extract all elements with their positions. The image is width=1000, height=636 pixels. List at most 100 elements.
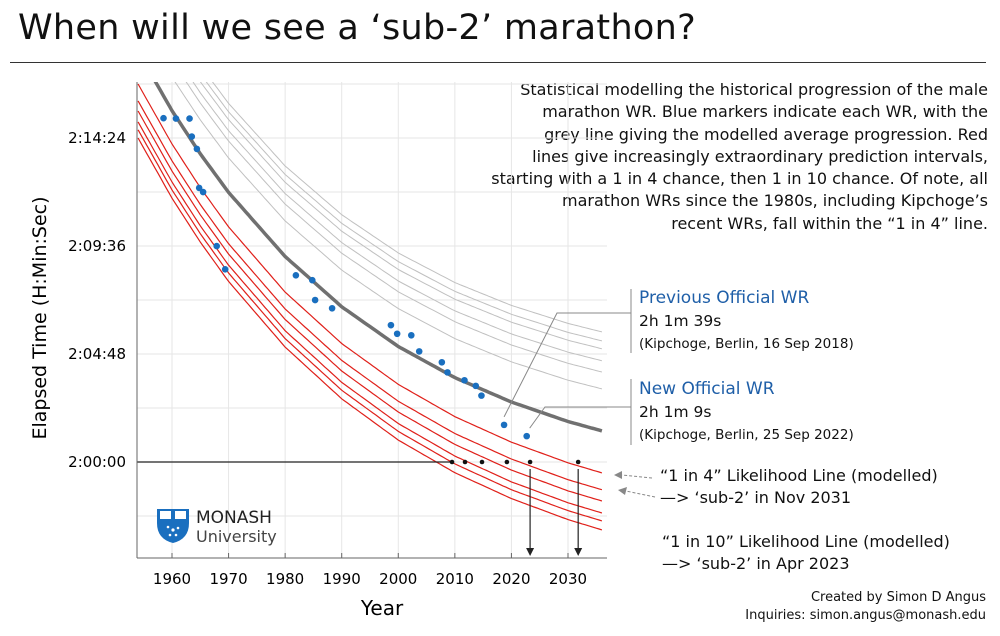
- previous-wr-heading: Previous Official WR: [639, 288, 810, 308]
- wr-marker: [172, 115, 180, 122]
- one-in-ten-line1: “1 in 10” Likelihood Line (modelled): [662, 532, 950, 551]
- curves: [137, 82, 603, 531]
- grid: [137, 82, 607, 558]
- wr-marker: [444, 369, 451, 376]
- one-in-ten-annotation: “1 in 10” Likelihood Line (modelled) —> …: [662, 531, 950, 575]
- x-tick-label: 2010: [436, 570, 474, 588]
- wr-marker: [188, 133, 196, 140]
- sub2-crossing-dot: [462, 459, 468, 465]
- upper-interval-line: [199, 82, 603, 350]
- wr-marker: [292, 271, 300, 279]
- pointer-arrow-icon: [614, 471, 622, 479]
- lower-interval-line: [137, 110, 603, 502]
- previous-wr-leader: [503, 312, 631, 418]
- wr-marker: [438, 358, 446, 366]
- x-tick-label: 1980: [266, 570, 304, 588]
- upper-interval-line: [205, 82, 603, 342]
- description: Statistical modelling the historical pro…: [428, 79, 988, 235]
- lower-interval-line: [137, 100, 603, 491]
- upper-interval-line: [211, 82, 603, 333]
- credit: Created by Simon D Angus Inquiries: simo…: [745, 589, 986, 625]
- arrow-head-icon: [526, 548, 535, 556]
- x-tick-label: 2030: [549, 570, 587, 588]
- axes: 1960 1970 1980 1990 2000 2010 2020 2030 2:00:00 2…: [68, 82, 607, 588]
- new-wr-annotation: New Official WR 2h 1m 9s (Kipchoge, Berl…: [639, 378, 854, 447]
- arrow-head-icon: [574, 548, 583, 556]
- new-wr-time: 2h 1m 9s: [639, 403, 712, 421]
- one-in-four-line1: “1 in 4” Likelihood Line (modelled): [660, 466, 938, 485]
- page-title: When will we see a ‘sub-2’ marathon?: [18, 8, 697, 48]
- wr-marker: [393, 330, 401, 338]
- logo-name: MONASH: [196, 508, 272, 528]
- x-tick-label: 2000: [379, 570, 417, 588]
- description-line: recent WRs, fall within the “1 in 4” lin…: [671, 213, 988, 233]
- y-tick-label: 2:09:36: [68, 237, 126, 255]
- wr-marker: [328, 304, 336, 312]
- wr-marker: [415, 348, 423, 355]
- y-tick-label: 2:00:00: [68, 453, 126, 471]
- wr-marker: [478, 392, 485, 399]
- sub2-crossing-dot: [479, 459, 485, 465]
- lower-interval-line: [137, 83, 603, 474]
- one-in-four-line2: —> ‘sub-2’ in Nov 2031: [660, 488, 852, 507]
- wr-markers: [160, 114, 530, 440]
- previous-wr-time: 2h 1m 39s: [639, 312, 722, 330]
- x-tick-label: 1990: [323, 570, 361, 588]
- credit-contact: Inquiries: simon.angus@monash.edu: [745, 608, 986, 623]
- new-wr-leader: [529, 406, 631, 429]
- lower-interval-line: [137, 137, 603, 531]
- previous-wr-annotation: Previous Official WR 2h 1m 39s (Kipchoge…: [639, 287, 854, 356]
- wr-marker: [160, 114, 167, 122]
- sub2-crossing-dot: [527, 459, 533, 465]
- x-tick-label: 1960: [153, 570, 191, 588]
- one-in-ten-pointer: [625, 490, 656, 498]
- description-line: marathon WR. Blue markers indicate each …: [542, 102, 988, 122]
- credit-author: Created by Simon D Angus: [810, 590, 986, 605]
- one-in-four-pointer: [621, 474, 653, 479]
- wr-marker: [387, 321, 395, 329]
- overlay: [137, 289, 656, 556]
- one-in-four-annotation: “1 in 4” Likelihood Line (modelled) —> ‘…: [660, 465, 938, 509]
- one-in-ten-line2: —> ‘sub-2’ in Apr 2023: [662, 554, 850, 573]
- title-divider: [10, 62, 986, 63]
- logo-sub: University: [196, 527, 277, 546]
- new-wr-heading: New Official WR: [639, 379, 775, 399]
- description-line: marathon WRs since the 1980s, including …: [562, 191, 988, 211]
- mean-progression-line: [153, 82, 603, 433]
- wr-marker: [221, 265, 229, 273]
- wr-marker: [195, 184, 203, 192]
- wr-marker: [213, 242, 220, 250]
- monash-logo: MONASH University: [157, 508, 277, 546]
- wr-marker: [500, 421, 508, 429]
- wr-marker: [461, 376, 468, 384]
- description-line: Statistical modelling the historical pro…: [520, 80, 988, 99]
- wr-marker: [472, 382, 480, 390]
- wr-marker: [193, 145, 201, 153]
- sub2-crossing-dot: [449, 459, 455, 465]
- sub2-crossing-dot: [504, 459, 510, 465]
- y-tick-label: 2:14:24: [68, 129, 126, 147]
- wr-marker: [311, 296, 319, 304]
- y-tick-label: 2:04:48: [68, 345, 126, 363]
- x-tick-label: 2020: [492, 570, 530, 588]
- wr-marker: [407, 331, 415, 339]
- description-line: starting with a 1 in 4 chance, then 1 in…: [491, 169, 988, 189]
- description-line: grey line giving the modelled average pr…: [544, 124, 988, 144]
- sub2-crossing-dot: [575, 459, 581, 465]
- wr-marker: [199, 188, 207, 196]
- wr-marker: [186, 115, 193, 122]
- new-wr-detail: (Kipchoge, Berlin, 25 Sep 2022): [639, 427, 854, 443]
- description-line: lines give increasingly extraordinary pr…: [532, 146, 988, 166]
- lower-interval-line: [137, 121, 603, 514]
- previous-wr-detail: (Kipchoge, Berlin, 16 Sep 2018): [639, 336, 854, 352]
- x-axis-label: Year: [360, 596, 404, 620]
- pointer-arrow-icon: [618, 487, 627, 495]
- y-axis-label: Elapsed Time (H:Min:Sec): [29, 196, 51, 439]
- upper-interval-line: [192, 82, 603, 362]
- upper-interval-line: [185, 82, 603, 373]
- wr-marker: [308, 276, 316, 284]
- upper-interval-line: [174, 82, 603, 390]
- wr-marker: [523, 432, 530, 440]
- lower-interval-line: [137, 129, 603, 522]
